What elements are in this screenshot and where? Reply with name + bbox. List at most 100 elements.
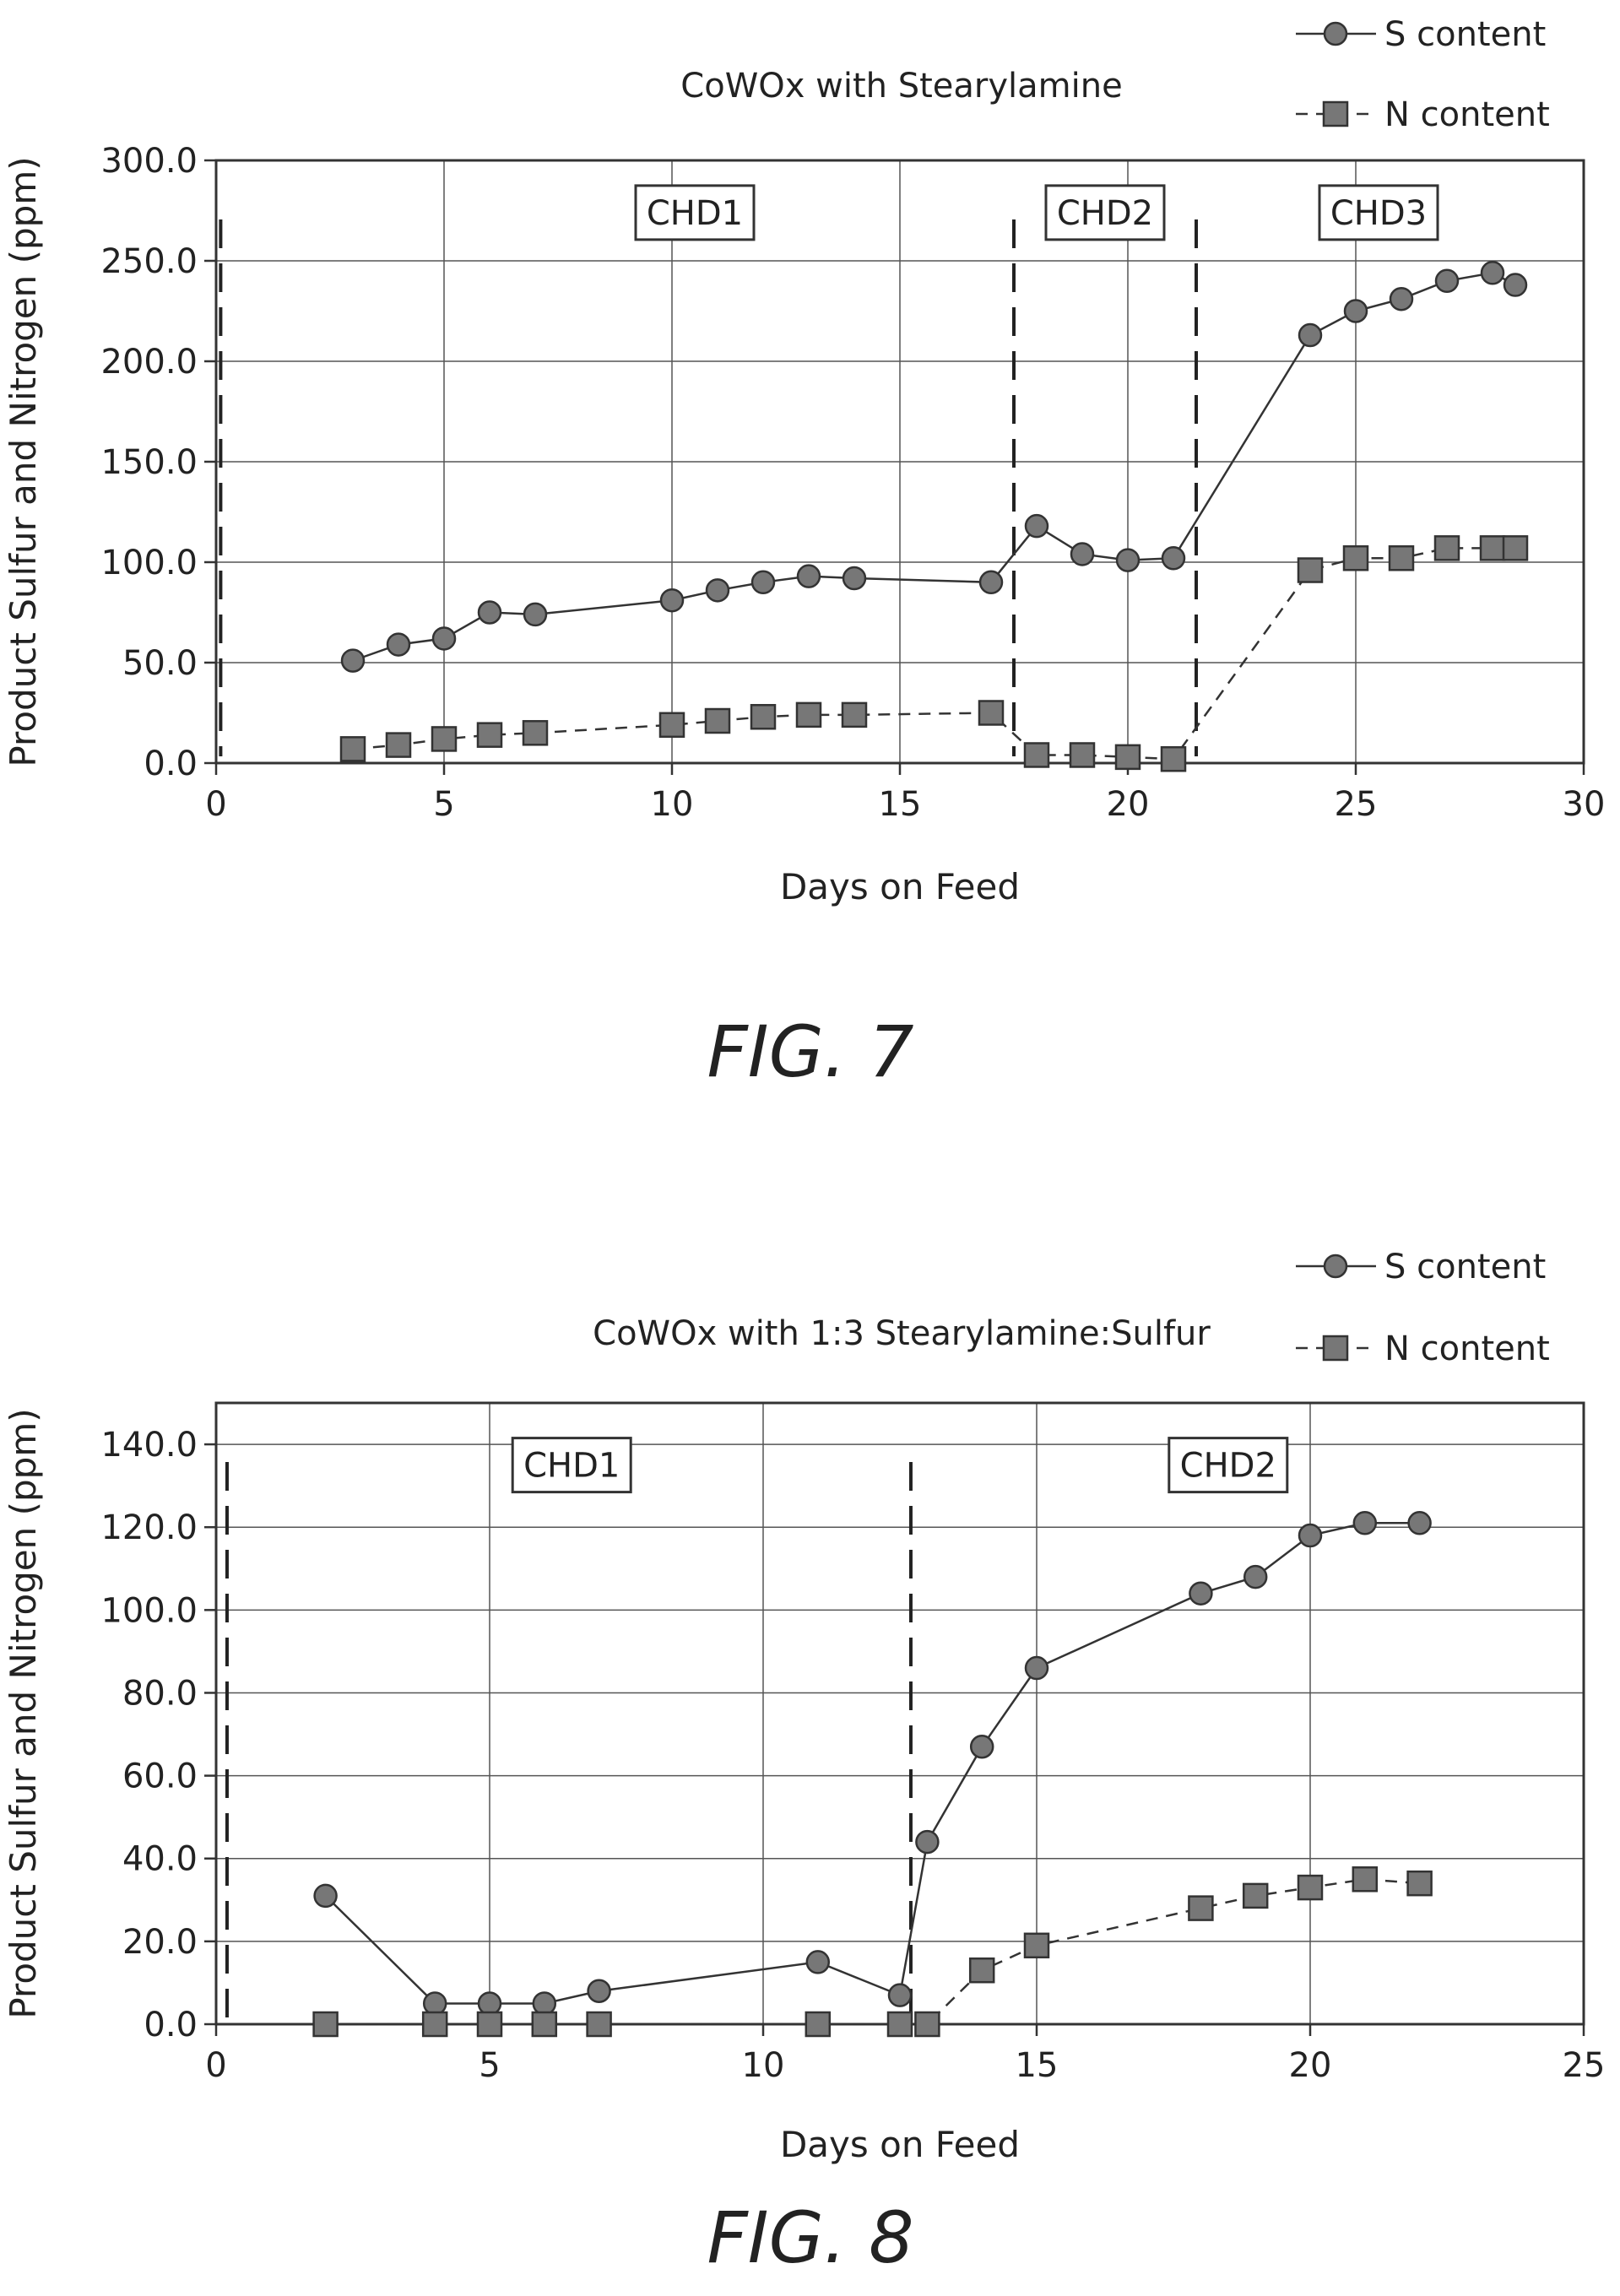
y-tick-label: 20.0 <box>122 1923 198 1962</box>
data-point <box>915 1829 940 1855</box>
data-point <box>1243 1564 1268 1589</box>
data-point <box>1503 273 1528 297</box>
y-tick-label: 300.0 <box>100 142 198 181</box>
y-tick-label: 0.0 <box>144 745 198 783</box>
data-point <box>1480 261 1505 285</box>
legend-item: S content <box>1296 1248 1546 1286</box>
data-point <box>1188 1895 1214 1921</box>
data-point <box>1161 545 1186 571</box>
data-point <box>659 588 685 613</box>
series-n-content <box>339 535 1529 772</box>
series-line <box>325 1878 1420 2026</box>
data-point <box>1479 535 1506 561</box>
y-axis-label: Product Sulfur and Nitrogen (ppm) <box>3 156 44 766</box>
annotation-box <box>634 184 756 241</box>
y-tick-label: 100.0 <box>100 1591 198 1630</box>
y-tick-label: 150.0 <box>100 443 198 482</box>
x-tick-label: 10 <box>742 2046 785 2085</box>
series-s-content <box>340 261 1528 673</box>
data-point <box>1024 513 1049 539</box>
data-point <box>431 626 457 651</box>
data-point <box>969 1735 994 1759</box>
data-point <box>750 570 776 595</box>
figure-label: FIG. 8 <box>707 2196 913 2279</box>
data-point <box>1342 544 1369 571</box>
legend-label: N content <box>1384 95 1550 134</box>
data-point <box>431 726 458 752</box>
data-point <box>313 1883 338 1909</box>
x-tick-label: 15 <box>879 785 922 824</box>
annotation-chd3: CHD3 <box>1318 184 1439 241</box>
data-point <box>476 722 503 748</box>
y-tick-label: 200.0 <box>100 343 198 382</box>
data-point <box>1189 1581 1213 1606</box>
data-point <box>477 1991 502 2016</box>
data-point <box>1242 1882 1269 1909</box>
data-point <box>968 1957 995 1984</box>
data-point <box>1297 557 1324 583</box>
legend: S content N content <box>1296 15 1550 134</box>
chart-title: CoWOx with 1:3 Stearylamine:Sulfur <box>593 1314 1211 1353</box>
data-point <box>476 2011 503 2038</box>
data-point <box>532 1991 557 2016</box>
series-n-content <box>312 1866 1433 2038</box>
data-point <box>1070 542 1095 566</box>
data-point <box>422 1991 447 2016</box>
figure-label: FIG. 7 <box>707 1010 913 1093</box>
data-point <box>522 720 549 746</box>
data-point <box>750 704 777 730</box>
annotation-chd2: CHD2 <box>1044 184 1166 241</box>
legend: S content N content <box>1296 1248 1550 1368</box>
x-tick-label: 0 <box>205 785 226 824</box>
data-point <box>1024 1655 1049 1681</box>
chart-1: 0 5 10 15 20 25 300.050.0100.0150.0200.0250.03… <box>3 15 1605 1093</box>
x-tick-label: 25 <box>1335 785 1378 824</box>
x-tick-label: 0 <box>205 2046 226 2085</box>
annotation-chd2: CHD2 <box>1168 1437 1289 1494</box>
data-point <box>385 732 412 758</box>
data-point <box>1433 535 1460 561</box>
data-point <box>477 600 502 625</box>
x-tick-label: 10 <box>651 785 694 824</box>
data-point <box>978 700 1005 726</box>
x-tick-label: 30 <box>1563 785 1606 824</box>
legend-item: S content <box>1296 15 1546 54</box>
data-point <box>1114 744 1141 771</box>
x-axis-label: Days on Feed <box>780 866 1020 907</box>
legend-marker <box>1323 1254 1348 1279</box>
annotation-label: CHD2 <box>1057 194 1153 233</box>
x-tick-label: 5 <box>433 785 454 824</box>
data-point <box>886 2011 913 2038</box>
data-point <box>1298 322 1323 348</box>
annotation-box <box>511 1437 632 1494</box>
data-point <box>705 578 730 603</box>
y-tick-label: 40.0 <box>122 1840 198 1879</box>
data-point <box>841 701 868 728</box>
annotation-box <box>1318 184 1439 241</box>
y-tick-label: 50.0 <box>122 644 198 683</box>
data-point <box>842 566 867 591</box>
legend-marker <box>1323 21 1348 46</box>
x-tick-label: 20 <box>1107 785 1150 824</box>
data-point <box>339 736 366 762</box>
x-tick-label: 25 <box>1563 2046 1606 2085</box>
data-point <box>386 632 411 657</box>
data-point <box>523 602 548 627</box>
legend-label: N content <box>1384 1329 1550 1368</box>
data-point <box>887 1983 913 2007</box>
legend-label: S content <box>1384 15 1546 54</box>
data-point <box>914 2011 940 2038</box>
x-tick-label: 20 <box>1289 2046 1332 2085</box>
data-point <box>795 701 822 728</box>
data-point <box>1023 742 1050 768</box>
data-point <box>586 2011 612 2038</box>
annotation-label: CHD3 <box>1330 194 1427 233</box>
legend-label: S content <box>1384 1248 1546 1286</box>
data-point <box>1115 548 1141 572</box>
data-point <box>1352 1866 1379 1893</box>
data-point <box>1407 1511 1432 1535</box>
legend-marker <box>1322 100 1349 127</box>
legend-item: N content <box>1296 1329 1550 1368</box>
data-point <box>1406 1870 1433 1897</box>
plot-frame <box>214 1401 1585 2026</box>
